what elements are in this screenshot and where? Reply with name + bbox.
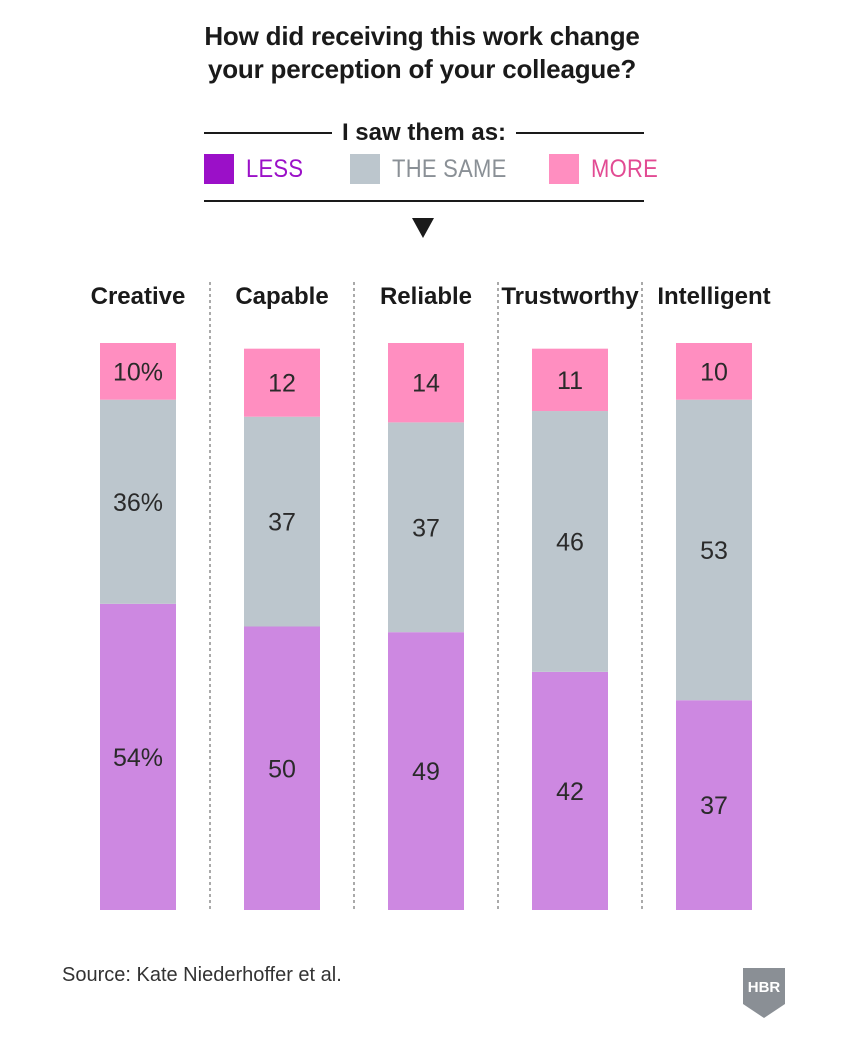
data-label-trustworthy-same: 46 [556,528,584,556]
hbr-logo: HBR [743,968,785,1018]
legend-label-more: MORE [591,154,659,183]
category-label-creative: Creative [91,283,186,310]
legend-heading: I saw them as: [204,116,644,150]
chart-title-line-2: your perception of your colleague? [207,54,637,84]
source-note: Source: Kate Niederhoffer et al. [62,964,342,986]
legend-item-same: THE SAME [350,152,522,186]
chart-title: How did receiving this work change your … [0,20,844,86]
bar-segment-creative-same [100,399,176,604]
data-label-reliable-more: 14 [412,370,440,398]
bar-segment-creative-more [100,343,176,400]
legend-label-less: LESS [246,154,304,183]
bar-segment-intelligent-less [676,700,752,910]
bar-segment-reliable-same [388,422,464,633]
data-label-trustworthy-more: 11 [557,367,583,395]
legend-item-less: LESS [204,152,311,186]
data-label-creative-same: 36% [113,489,163,517]
data-label-capable-more: 12 [268,370,296,398]
legend-swatch-less [204,154,234,184]
data-label-capable-less: 50 [268,755,296,783]
category-label-reliable: Reliable [380,283,472,310]
data-label-trustworthy-less: 42 [556,778,584,806]
bar-segment-intelligent-same [676,399,752,701]
bar-segment-trustworthy-less [532,671,608,910]
data-label-creative-less: 54% [113,744,163,772]
category-label-intelligent: Intelligent [657,283,770,310]
bar-segment-capable-more [244,348,320,417]
bar-segment-intelligent-more [676,343,752,400]
legend-swatch-more [549,154,579,184]
svg-text:HBR: HBR [748,979,781,996]
data-label-capable-same: 37 [268,509,296,537]
bar-segment-capable-less [244,626,320,910]
bar-segment-reliable-more [388,343,464,423]
bar-segment-trustworthy-more [532,348,608,412]
bar-segment-reliable-less [388,632,464,910]
data-label-creative-more: 10% [113,358,163,386]
down-arrow-icon [412,218,434,238]
data-label-intelligent-more: 10 [700,358,728,386]
bar-segment-capable-same [244,416,320,627]
legend-heading-rule-right [516,132,644,134]
legend-heading-rule-left [204,132,332,134]
bar-segment-trustworthy-same [532,411,608,672]
legend-heading-text: I saw them as: [341,119,507,146]
bar-segment-creative-less [100,603,176,910]
legend-item-more: MORE [549,152,667,186]
stacked-bar-chart: Creative 54% 36% 10% Capable 50 37 12 Reliable 49… [91,282,771,910]
legend-swatch-same [350,154,380,184]
legend-bottom-rule [204,200,644,202]
legend: LESS THE SAME MORE [0,152,844,186]
data-label-reliable-same: 37 [412,514,440,542]
data-label-reliable-less: 49 [412,758,440,786]
data-label-intelligent-same: 53 [700,537,728,565]
legend-label-same: THE SAME [392,154,507,183]
category-label-capable: Capable [235,283,328,310]
data-label-intelligent-less: 37 [700,792,728,820]
chart-title-line-1: How did receiving this work change [204,21,640,51]
category-label-trustworthy: Trustworthy [501,283,639,310]
